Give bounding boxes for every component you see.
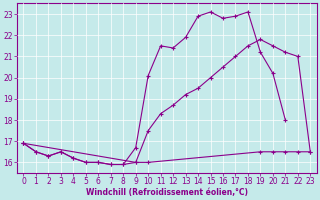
X-axis label: Windchill (Refroidissement éolien,°C): Windchill (Refroidissement éolien,°C) [86, 188, 248, 197]
